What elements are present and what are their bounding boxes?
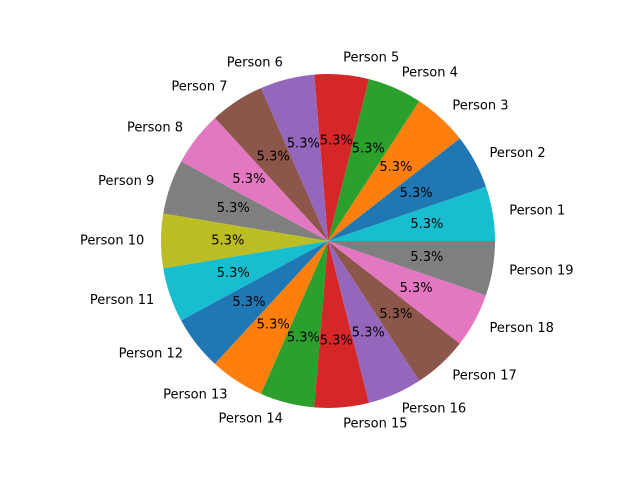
percent-label: 5.3% — [320, 333, 353, 348]
slice-label: Person 15 — [343, 417, 407, 432]
pie-slice — [181, 241, 328, 364]
pie-slice — [214, 88, 328, 241]
pie-slice — [328, 241, 420, 403]
slice-label: Person 3 — [452, 98, 508, 113]
pie-slice — [328, 138, 486, 241]
pie-slice — [163, 241, 328, 321]
pie-slices — [161, 74, 495, 408]
slice-label: Person 9 — [98, 174, 154, 189]
pie-slice — [328, 241, 495, 296]
percent-label: 5.3% — [211, 234, 244, 249]
percent-label: 5.3% — [410, 217, 443, 232]
slice-label: Person 2 — [490, 146, 546, 161]
pie-slice — [214, 241, 328, 394]
slice-label: Person 1 — [509, 203, 565, 218]
slice-label: Person 10 — [80, 234, 144, 249]
percent-label: 5.3% — [400, 186, 433, 201]
percent-label: 5.3% — [410, 250, 443, 265]
percent-label: 5.3% — [232, 295, 265, 310]
pie-slice — [328, 79, 420, 241]
percent-label: 5.3% — [217, 201, 250, 216]
percent-label: 5.3% — [287, 136, 320, 151]
percent-label: 5.3% — [232, 172, 265, 187]
slice-label: Person 5 — [343, 50, 399, 65]
percent-labels: 5.3%5.3%5.3%5.3%5.3%5.3%5.3%5.3%5.3%5.3%… — [211, 134, 443, 349]
slice-label: Person 11 — [90, 293, 154, 308]
slice-label: Person 16 — [402, 402, 466, 417]
percent-label: 5.3% — [400, 281, 433, 296]
slice-label: Person 8 — [127, 121, 183, 136]
percent-label: 5.3% — [379, 160, 412, 175]
slice-label: Person 18 — [490, 321, 554, 336]
slice-label: Person 19 — [509, 264, 573, 279]
percent-label: 5.3% — [320, 134, 353, 149]
slice-label: Person 17 — [452, 369, 516, 384]
percent-label: 5.3% — [217, 266, 250, 281]
pie-slice — [314, 74, 369, 241]
pie-slice — [328, 241, 460, 381]
slice-label: Person 7 — [171, 80, 227, 95]
percent-label: 5.3% — [352, 142, 385, 157]
percent-label: 5.3% — [287, 331, 320, 346]
pie-slice — [314, 241, 369, 408]
pie-slice — [260, 74, 328, 241]
slice-label: Person 6 — [227, 55, 283, 70]
percent-label: 5.3% — [352, 325, 385, 340]
percent-label: 5.3% — [257, 150, 290, 165]
pie-slice — [328, 186, 495, 241]
pie-slice — [328, 101, 460, 241]
slice-label: Person 14 — [219, 412, 283, 427]
percent-label: 5.3% — [257, 317, 290, 332]
pie-slice — [260, 241, 328, 408]
pie-slice — [161, 213, 328, 269]
pie-slice — [328, 241, 486, 344]
pie-slice — [181, 118, 328, 241]
pie-slice — [163, 161, 328, 241]
slice-label: Person 4 — [402, 65, 458, 80]
percent-label: 5.3% — [379, 307, 412, 322]
slice-label: Person 12 — [119, 346, 183, 361]
slice-label: Person 13 — [163, 387, 227, 402]
